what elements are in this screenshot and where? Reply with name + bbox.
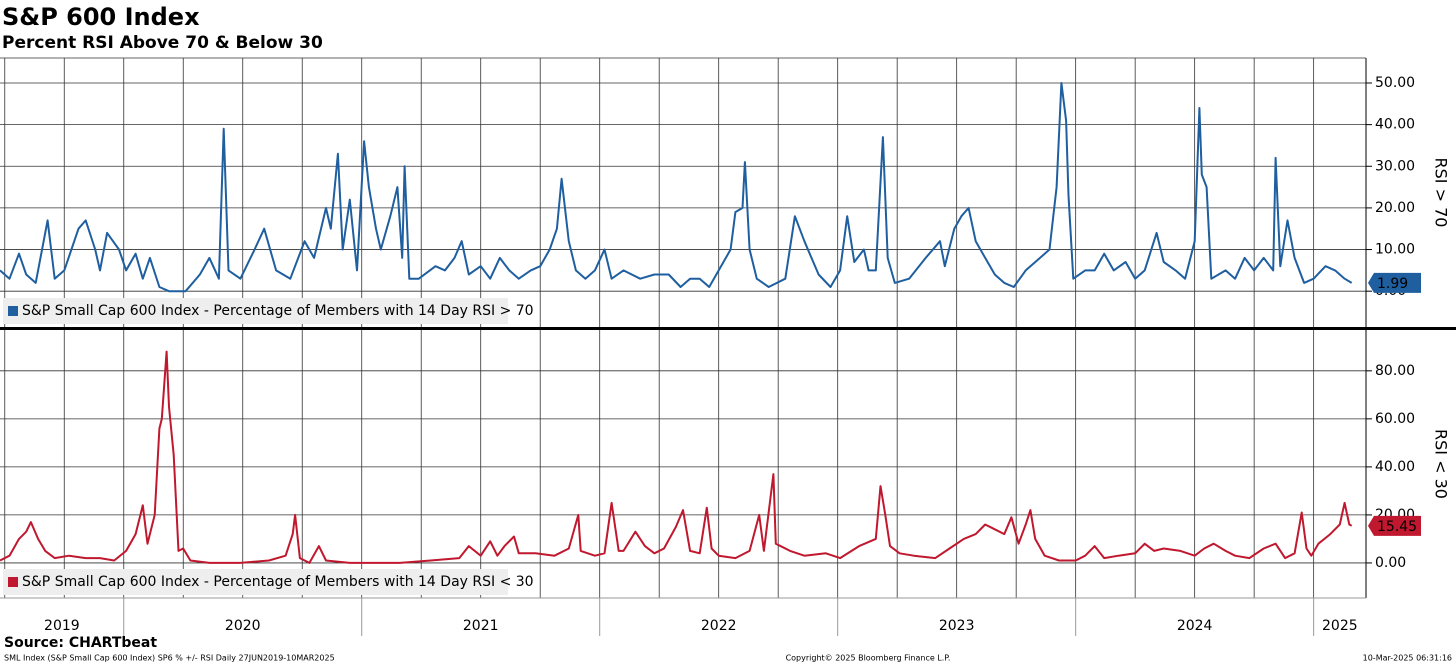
x-tick-label: 2025 [1322, 618, 1358, 634]
legend-box [3, 298, 508, 324]
last-value-tag [1368, 515, 1421, 536]
footer-left: SML Index (S&P Small Cap 600 Index) SP6 … [4, 654, 335, 663]
y-tick-label: 0.00 [1375, 555, 1406, 571]
x-tick-label: 2019 [44, 618, 80, 634]
last-value-label: 1.99 [1377, 276, 1408, 292]
timestamp: 10-Mar-2025 06:31:16 [1363, 654, 1452, 663]
series-line [0, 350, 1353, 564]
y-axis-title: RSI < 30 [1432, 429, 1451, 499]
x-tick-label: 2022 [701, 618, 737, 634]
legend-label: S&P Small Cap 600 Index - Percentage of … [22, 574, 534, 590]
x-tick-label: 2023 [939, 618, 975, 634]
copyright: Copyright© 2025 Bloomberg Finance L.P. [786, 654, 951, 663]
y-tick-label: 30.00 [1375, 158, 1415, 174]
series-line [0, 82, 1353, 293]
x-tick-label: 2021 [463, 618, 499, 634]
chart-subtitle: Percent RSI Above 70 & Below 30 [2, 33, 323, 53]
legend-swatch [8, 306, 18, 316]
y-tick-label: 80.00 [1375, 363, 1415, 379]
y-tick-label: 10.00 [1375, 242, 1415, 258]
last-value-tag [1368, 272, 1421, 293]
legend-box [3, 569, 508, 595]
y-tick-label: 20.00 [1375, 200, 1415, 216]
y-tick-label: 40.00 [1375, 459, 1415, 475]
y-axis-title: RSI > 70 [1432, 158, 1451, 228]
source: Source: CHARTbeat [4, 635, 157, 651]
y-tick-label: 60.00 [1375, 411, 1415, 427]
x-tick-label: 2020 [225, 618, 261, 634]
legend-swatch [8, 577, 18, 587]
legend-label: S&P Small Cap 600 Index - Percentage of … [22, 303, 534, 319]
x-tick-label: 2024 [1177, 618, 1213, 634]
last-value-label: 15.45 [1377, 519, 1417, 535]
chart-title: S&P 600 Index [2, 3, 200, 31]
y-tick-label: 40.00 [1375, 117, 1415, 133]
y-tick-label: 50.00 [1375, 75, 1415, 91]
